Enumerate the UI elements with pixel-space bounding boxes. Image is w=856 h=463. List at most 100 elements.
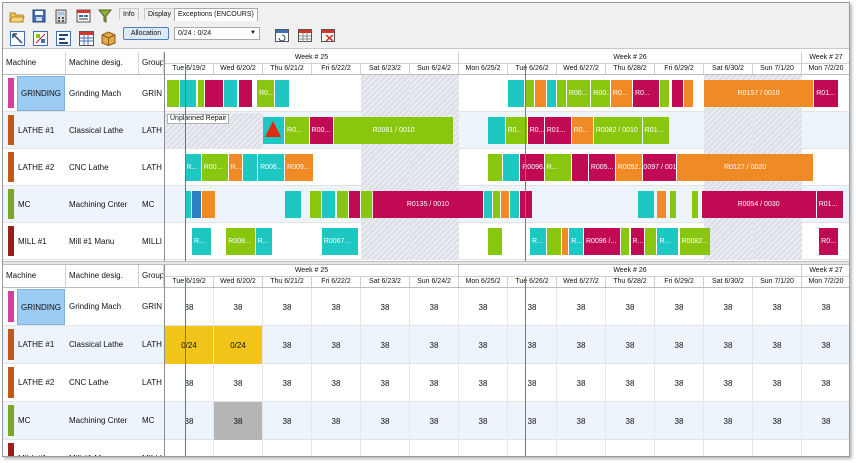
- operation-bar[interactable]: [223, 80, 237, 107]
- operation-bar[interactable]: [488, 154, 503, 181]
- operation-bar[interactable]: R0097 / 0010: [642, 154, 677, 181]
- load-cell[interactable]: 38: [557, 288, 606, 326]
- operation-bar[interactable]: [309, 191, 321, 218]
- machine-id-cell[interactable]: MC: [18, 416, 31, 425]
- load-cell[interactable]: 0/24: [214, 326, 263, 364]
- operation-bar[interactable]: R0...: [505, 117, 527, 144]
- report-icon[interactable]: [75, 8, 91, 24]
- operation-bar[interactable]: R0...: [610, 80, 632, 107]
- operation-bar[interactable]: [557, 80, 566, 107]
- machine-row[interactable]: GRINDING Grinding Mach GRIN: [3, 75, 164, 112]
- load-cell[interactable]: [508, 440, 557, 456]
- load-cell[interactable]: 38: [410, 402, 459, 440]
- load-cell[interactable]: 38: [361, 288, 410, 326]
- machine-id-cell[interactable]: GRINDING: [17, 289, 65, 325]
- calendar-grid-icon[interactable]: [78, 30, 94, 46]
- tab-info[interactable]: Info: [119, 8, 139, 20]
- load-cell[interactable]: 38: [165, 364, 214, 402]
- operation-bar[interactable]: [657, 191, 667, 218]
- machine-id-cell[interactable]: MC: [18, 199, 31, 209]
- load-cell[interactable]: 38: [312, 364, 361, 402]
- operation-bar[interactable]: [500, 191, 510, 218]
- operation-bar[interactable]: [336, 191, 348, 218]
- load-cell[interactable]: 38: [165, 402, 214, 440]
- load-cell[interactable]: 38: [704, 326, 753, 364]
- load-cell[interactable]: 38: [557, 326, 606, 364]
- operation-bar[interactable]: [167, 80, 179, 107]
- machine-column-header[interactable]: Machine: [3, 265, 66, 288]
- operation-bar[interactable]: R...: [228, 154, 243, 181]
- designation-column-header[interactable]: Machine desig.: [66, 52, 139, 75]
- load-cell[interactable]: 38: [557, 402, 606, 440]
- operation-bar[interactable]: R009...: [285, 154, 314, 181]
- load-cell[interactable]: [361, 440, 410, 456]
- operation-bar[interactable]: [645, 228, 657, 255]
- operation-bar[interactable]: R0081 / 0010: [334, 117, 454, 144]
- operation-bar[interactable]: [547, 80, 556, 107]
- operation-bar[interactable]: [239, 80, 253, 107]
- load-cell[interactable]: 38: [655, 288, 704, 326]
- load-cell[interactable]: 38: [655, 402, 704, 440]
- operation-bar[interactable]: R00...: [309, 117, 334, 144]
- operation-bar[interactable]: [534, 80, 547, 107]
- calculator-icon[interactable]: [53, 8, 69, 24]
- load-cell[interactable]: 38: [802, 402, 849, 440]
- warning-triangle-icon[interactable]: [264, 120, 282, 138]
- load-cell[interactable]: 38: [459, 288, 508, 326]
- load-cell[interactable]: 38: [753, 364, 802, 402]
- machine-id-cell[interactable]: LATHE #1: [18, 125, 55, 135]
- machine-id-cell[interactable]: MILL #1: [18, 236, 47, 246]
- operation-bar[interactable]: [659, 80, 669, 107]
- load-cell[interactable]: 38: [508, 288, 557, 326]
- operation-bar[interactable]: [503, 154, 520, 181]
- pane-splitter[interactable]: [164, 52, 165, 261]
- operation-bar[interactable]: [179, 80, 196, 107]
- load-cell[interactable]: 38: [655, 364, 704, 402]
- operation-bar[interactable]: R...: [569, 228, 583, 255]
- load-cell[interactable]: 38: [361, 402, 410, 440]
- operation-bar[interactable]: R0067...: [321, 228, 358, 255]
- arrow-tool-icon[interactable]: [9, 30, 25, 46]
- operation-bar[interactable]: [361, 191, 373, 218]
- load-cell[interactable]: 38: [508, 364, 557, 402]
- operation-bar[interactable]: R01...: [816, 191, 843, 218]
- load-cell[interactable]: 38: [312, 326, 361, 364]
- operation-bar[interactable]: R01...: [544, 117, 571, 144]
- load-cell[interactable]: 38: [459, 364, 508, 402]
- load-cell[interactable]: 38: [410, 364, 459, 402]
- load-cell[interactable]: [263, 440, 312, 456]
- load-cell[interactable]: 38: [753, 402, 802, 440]
- load-cell[interactable]: 38: [214, 288, 263, 326]
- load-cell[interactable]: 38: [165, 288, 214, 326]
- load-cell[interactable]: [459, 440, 508, 456]
- machine-row[interactable]: MC Machining Cnter MC: [3, 402, 164, 440]
- load-cell[interactable]: 38: [263, 364, 312, 402]
- machine-row[interactable]: LATHE #2 CNC Lathe LATH: [3, 149, 164, 186]
- calendar-delete-icon[interactable]: [320, 28, 336, 44]
- load-cell[interactable]: 38: [508, 326, 557, 364]
- operation-bar[interactable]: R0135 / 0010: [373, 191, 483, 218]
- load-cell[interactable]: 38: [606, 402, 655, 440]
- operation-bar[interactable]: R0...: [632, 80, 659, 107]
- load-cell[interactable]: 38: [214, 402, 263, 440]
- load-cell[interactable]: 38: [312, 288, 361, 326]
- machine-id-cell[interactable]: MILL #1: [15, 440, 65, 456]
- filter-icon[interactable]: [97, 8, 113, 24]
- load-cell[interactable]: 38: [704, 364, 753, 402]
- operation-bar[interactable]: R...: [255, 228, 272, 255]
- operation-bar[interactable]: R0096 /...: [583, 228, 620, 255]
- load-cell[interactable]: 38: [753, 326, 802, 364]
- operation-bar[interactable]: [672, 80, 684, 107]
- load-cell[interactable]: 38: [655, 326, 704, 364]
- operation-bar[interactable]: R0054 / 0030: [701, 191, 816, 218]
- list-tool-icon[interactable]: [55, 30, 71, 46]
- operation-bar[interactable]: [691, 191, 699, 218]
- operation-bar[interactable]: [191, 191, 201, 218]
- pane-splitter[interactable]: [164, 265, 165, 456]
- operation-bar[interactable]: [620, 228, 630, 255]
- load-cell[interactable]: [214, 440, 263, 456]
- load-cell[interactable]: 38: [606, 288, 655, 326]
- load-cell[interactable]: 38: [802, 364, 849, 402]
- operation-bar[interactable]: [547, 228, 561, 255]
- operation-bar[interactable]: [561, 228, 569, 255]
